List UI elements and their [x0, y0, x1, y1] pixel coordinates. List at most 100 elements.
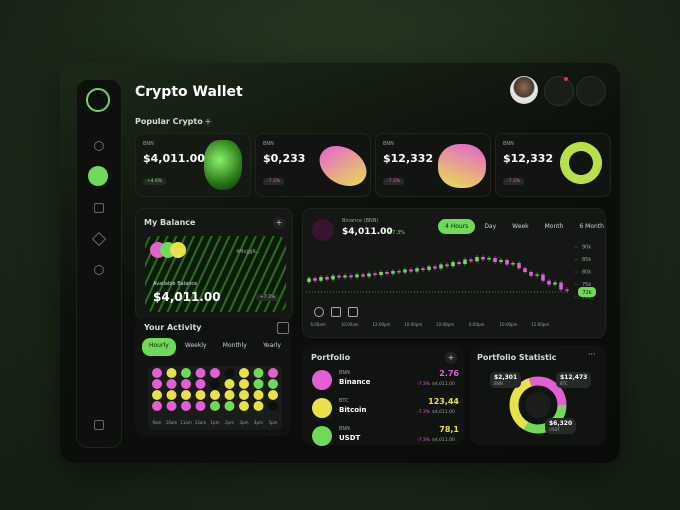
candle-body	[451, 262, 455, 267]
tab[interactable]: Weekly	[184, 342, 207, 349]
x-tick-label: 10:00pm	[436, 322, 454, 327]
sidebar	[76, 79, 122, 448]
x-tick-label: 12:00pm	[373, 322, 391, 327]
panel-title: My Balance	[144, 218, 196, 227]
card-symbol: BNN	[383, 141, 394, 147]
candle-body	[457, 262, 461, 264]
tool-icon[interactable]	[314, 307, 324, 317]
nav-icon[interactable]	[94, 265, 104, 275]
activity-dot	[166, 401, 177, 411]
coin-icon	[312, 426, 332, 446]
logout-icon[interactable]	[94, 420, 104, 430]
hour-label: 10am	[166, 420, 178, 425]
candle-body	[445, 264, 449, 267]
y-tick-label: 70k	[582, 295, 591, 301]
x-tick-label: 10:00am	[341, 322, 359, 327]
activity-dot	[166, 379, 177, 389]
activity-dot	[268, 379, 278, 389]
crypto-card[interactable]: BNN $0,233 -7.3%	[255, 133, 371, 197]
candle-body	[313, 278, 317, 281]
activity-dot	[181, 368, 191, 378]
hour-label: 11am	[180, 420, 192, 425]
tab[interactable]: Yearly	[263, 342, 281, 349]
donut-segment	[509, 376, 567, 434]
activity-dot	[181, 390, 191, 400]
activity-dot	[253, 390, 264, 400]
stat-amount: $12,473	[560, 374, 588, 381]
add-button[interactable]: +	[203, 117, 213, 127]
candle-body	[565, 289, 569, 291]
stat-amount: $6,320	[549, 420, 573, 427]
activity-dot	[152, 379, 162, 389]
notifications-button[interactable]	[544, 76, 574, 106]
donut	[509, 376, 567, 434]
apps-button[interactable]	[576, 76, 606, 106]
activity-dot	[239, 401, 249, 411]
coin-icon	[312, 219, 334, 241]
card-symbol: BNN	[503, 141, 514, 147]
stat-badge: $2,301 BNN	[490, 372, 522, 388]
current-price-badge	[578, 287, 596, 297]
card-art	[204, 140, 242, 190]
tab[interactable]: Hourly	[142, 338, 176, 356]
tab[interactable]: Month	[544, 223, 564, 230]
activity-dot	[152, 390, 162, 400]
tab[interactable]: 4 Hours	[438, 219, 476, 234]
activity-dot	[152, 401, 162, 411]
row-symbol: BTC	[339, 398, 349, 404]
nav-icon-active[interactable]	[88, 166, 108, 186]
row-value: $4,011.00	[432, 410, 455, 415]
x-tick-label: 6:00am	[310, 322, 325, 327]
crypto-card[interactable]: BNN $4,011.00 +4.6%	[135, 133, 251, 197]
activity-dot	[195, 401, 206, 411]
candle-body	[535, 274, 539, 276]
more-button[interactable]: ···	[588, 350, 596, 359]
crypto-card[interactable]: BNN $12,332 -7.3%	[495, 133, 611, 197]
crypto-card[interactable]: BNN $12,332 -7.3%	[375, 133, 491, 197]
candle-body	[475, 257, 479, 262]
nav-icon[interactable]	[94, 203, 104, 213]
add-button[interactable]: +	[445, 352, 457, 364]
avatar[interactable]	[510, 76, 538, 104]
candle-body	[523, 268, 527, 272]
donut-center	[525, 392, 551, 418]
page-title: Crypto Wallet	[135, 84, 243, 100]
nav-icon[interactable]	[94, 141, 104, 151]
card-change: -7.3%	[383, 178, 405, 185]
row-value: $4,011.00	[432, 382, 455, 387]
candle-body	[487, 258, 491, 260]
card-change: -7.3%	[263, 178, 285, 185]
candle-body	[319, 277, 323, 281]
x-tick-label: 10:00pm	[500, 322, 518, 327]
card-price: $4,011.00	[143, 152, 205, 165]
candle-body	[343, 275, 347, 278]
candle-body	[361, 274, 365, 277]
tab[interactable]: Monthly	[222, 342, 247, 349]
logo[interactable]	[86, 88, 110, 112]
row-name: Bitcoin	[339, 406, 367, 414]
tool-icon[interactable]	[348, 307, 358, 317]
candle-body	[307, 278, 311, 282]
activity-dot	[166, 368, 177, 378]
activity-dot	[181, 401, 191, 411]
tab[interactable]: Week	[512, 223, 529, 230]
calendar-icon[interactable]	[277, 322, 289, 334]
activity-dot	[195, 390, 206, 400]
current-price-label: 72k	[582, 290, 591, 296]
candle-body	[547, 280, 551, 285]
tab[interactable]: Day	[484, 223, 497, 230]
activity-dot	[195, 368, 206, 378]
activity-dot	[224, 379, 235, 389]
candle-body	[397, 271, 401, 273]
tool-icon[interactable]	[331, 307, 341, 317]
notification-dot	[564, 77, 568, 81]
candle-body	[463, 259, 467, 264]
stat-symbol: BTC	[560, 381, 568, 386]
candle-body	[529, 272, 533, 276]
tabs: 4 Hours Day Week Month 6 Month	[438, 219, 611, 234]
candle-body	[385, 272, 389, 274]
tab[interactable]: 6 Month	[579, 223, 604, 230]
add-button[interactable]: +	[273, 217, 285, 229]
y-tick-label: 85k	[582, 257, 591, 263]
